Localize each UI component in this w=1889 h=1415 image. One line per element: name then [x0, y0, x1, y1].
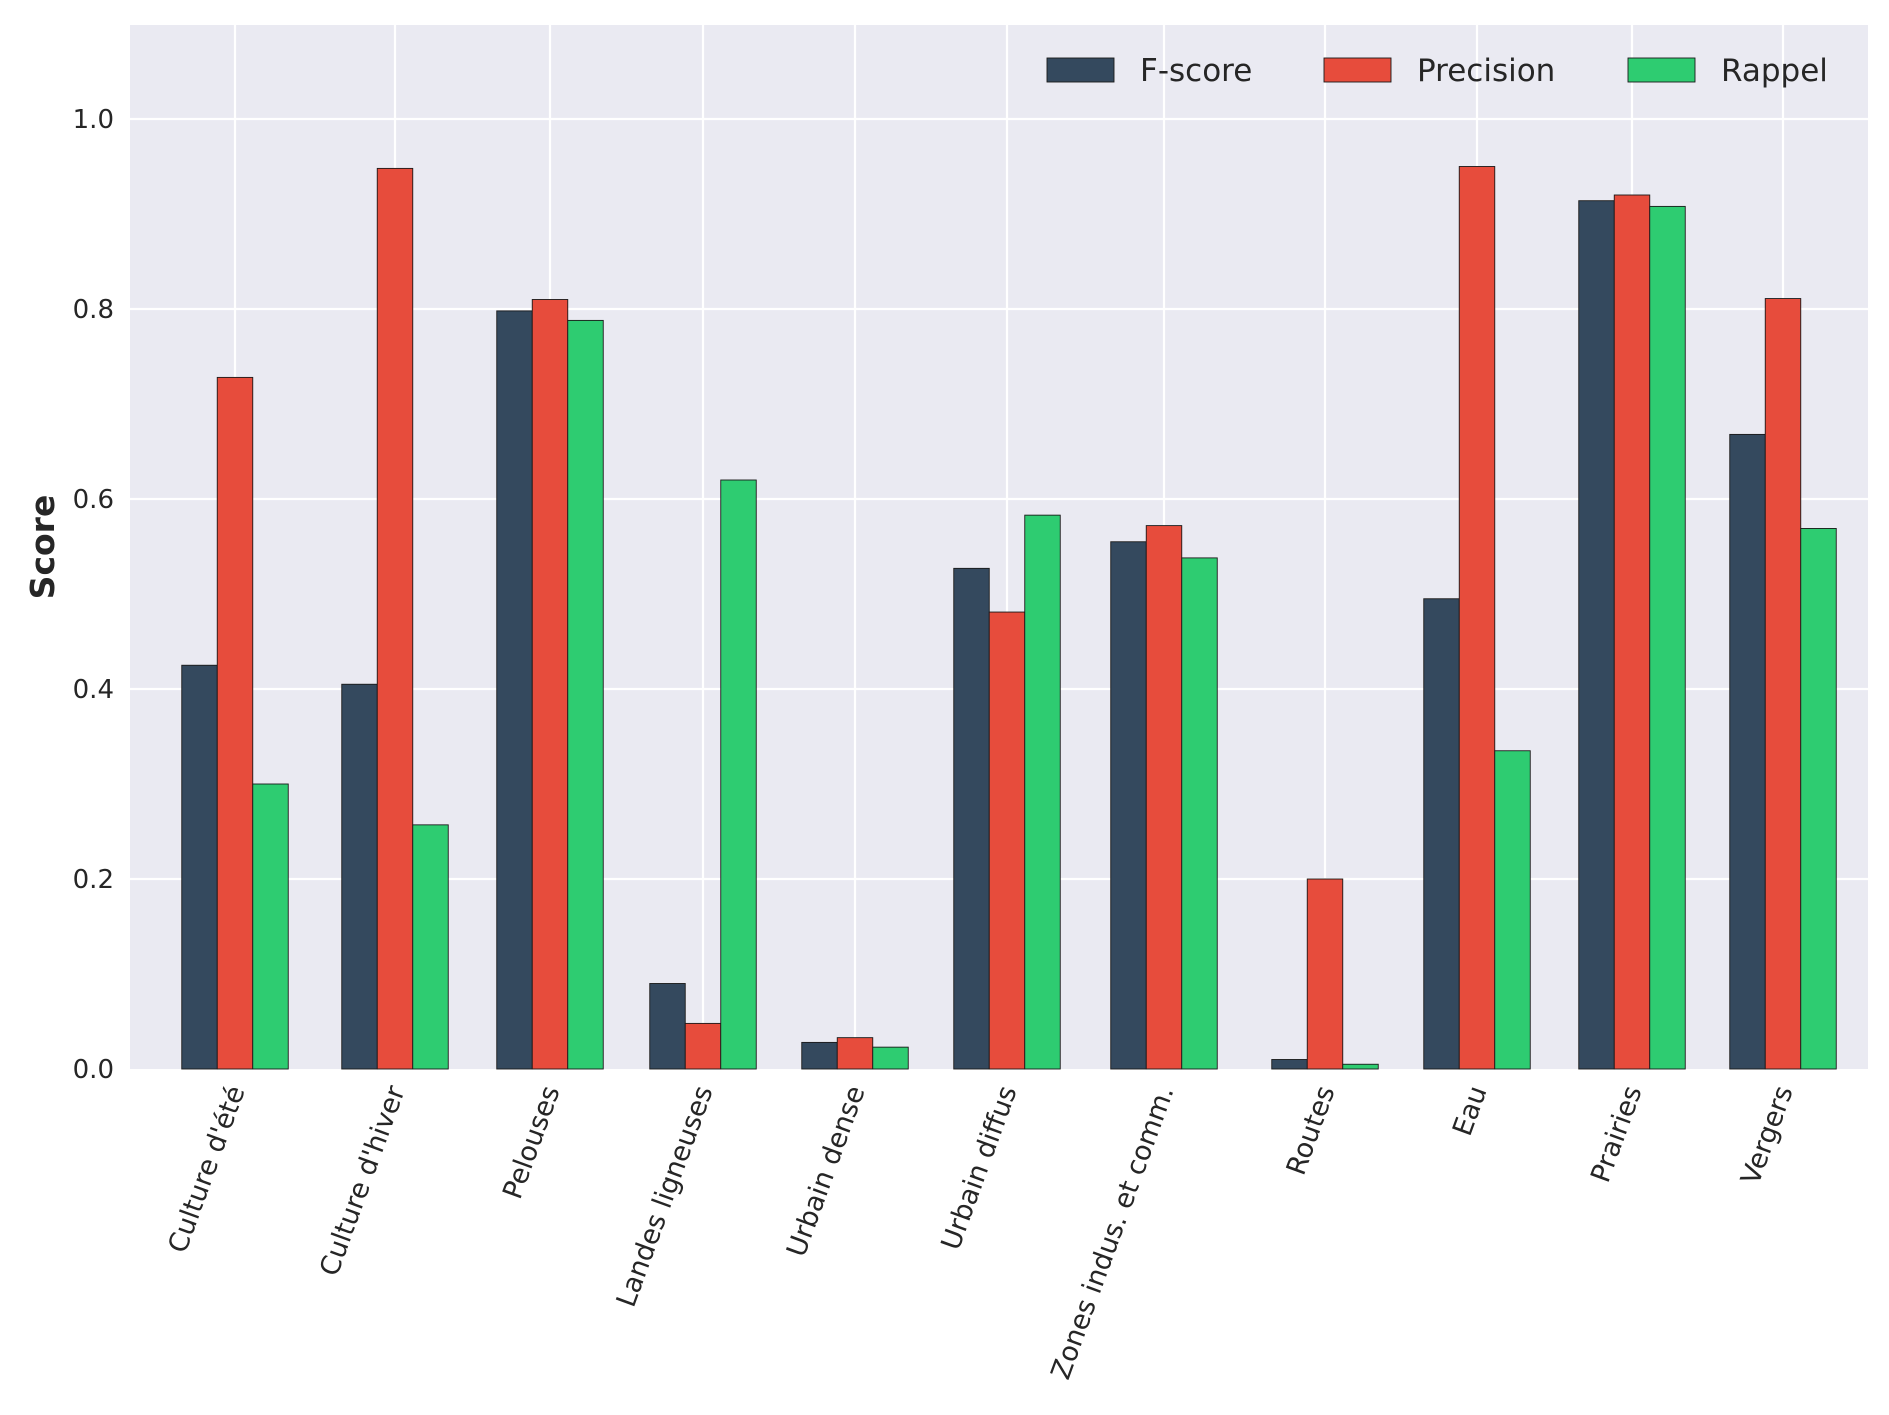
legend-label: F-score	[1140, 53, 1252, 89]
y-axis-label: Score	[23, 495, 62, 600]
y-tick-labels: 0.0 0.2 0.4 0.6 0.8 1.0	[73, 105, 114, 1085]
bar-rappel-3	[720, 479, 757, 1070]
bar-f-score-10	[1729, 433, 1766, 1070]
series-f-score	[181, 200, 1766, 1070]
bar-rappel-4	[872, 1046, 909, 1070]
x-tick-label: Zones indus. et comm.	[1045, 1082, 1180, 1384]
bar-precision-7	[1306, 878, 1344, 1070]
legend-item-rappel: Rappel	[1627, 53, 1828, 89]
bar-precision-3	[684, 1022, 722, 1070]
bar-precision-4	[836, 1037, 874, 1070]
bar-precision-6	[1145, 525, 1183, 1070]
y-tick-label: 0.4	[73, 675, 114, 705]
legend-swatch	[1323, 57, 1392, 83]
bar-precision-2	[531, 299, 569, 1070]
bar-rappel-7	[1342, 1063, 1379, 1070]
bar-f-score-6	[1110, 541, 1147, 1070]
y-tick-label: 1.0	[73, 105, 114, 135]
bar-rappel-5	[1024, 514, 1061, 1070]
legend-item-f-score: F-score	[1046, 53, 1252, 89]
bar-f-score-3	[649, 983, 686, 1070]
series-rappel	[252, 205, 1837, 1070]
x-tick-label: Landes ligneuses	[611, 1082, 720, 1311]
y-tick-label: 0.6	[73, 485, 114, 515]
legend: F-score Precision Rappel	[1046, 53, 1828, 89]
x-tick-label: Prairies	[1585, 1082, 1648, 1187]
bar-f-score-2	[496, 310, 533, 1070]
bar-rappel-8	[1494, 750, 1531, 1070]
bar-precision-9	[1613, 194, 1651, 1070]
bar-precision-0	[216, 376, 254, 1070]
bar-rappel-1	[412, 824, 449, 1070]
y-tick-label: 0.2	[73, 865, 114, 895]
bar-rappel-2	[567, 319, 604, 1070]
x-tick-label: Urbain dense	[781, 1082, 871, 1261]
legend-label: Precision	[1417, 53, 1555, 89]
bar-f-score-1	[341, 683, 378, 1070]
legend-item-precision: Precision	[1323, 53, 1555, 89]
bar-f-score-0	[181, 664, 218, 1070]
y-tick-label: 0.8	[73, 295, 114, 325]
x-tick-label: Culture d'hiver	[314, 1081, 412, 1280]
bar-f-score-8	[1423, 598, 1460, 1070]
bar-precision-10	[1764, 298, 1802, 1070]
x-tick-label: Culture d'été	[163, 1082, 252, 1257]
bar-f-score-7	[1271, 1059, 1308, 1070]
bar-precision-5	[988, 611, 1026, 1070]
legend-swatch	[1627, 57, 1696, 83]
x-tick-label: Eau	[1447, 1082, 1493, 1140]
legend-swatch	[1046, 57, 1115, 83]
y-tick-label: 0.0	[73, 1055, 114, 1085]
bar-f-score-9	[1578, 200, 1615, 1070]
legend-label: Rappel	[1721, 53, 1828, 89]
x-tick-label: Vergers	[1735, 1082, 1799, 1189]
bar-rappel-10	[1800, 528, 1837, 1070]
series-precision	[216, 166, 1802, 1070]
x-tick-labels: Culture d'été Culture d'hiver Pelouses Land…	[163, 1081, 1800, 1384]
bar-rappel-9	[1649, 205, 1686, 1070]
bar-f-score-4	[801, 1041, 838, 1070]
x-tick-label: Pelouses	[497, 1082, 566, 1203]
x-tick-label: Urbain diffus	[936, 1082, 1024, 1254]
bar-precision-8	[1458, 166, 1496, 1070]
bars	[181, 166, 1837, 1070]
bar-rappel-6	[1181, 557, 1218, 1070]
bar-precision-1	[376, 167, 414, 1070]
bar-rappel-0	[252, 783, 289, 1070]
bar-f-score-5	[953, 567, 990, 1070]
x-tick-label: Routes	[1281, 1082, 1342, 1179]
